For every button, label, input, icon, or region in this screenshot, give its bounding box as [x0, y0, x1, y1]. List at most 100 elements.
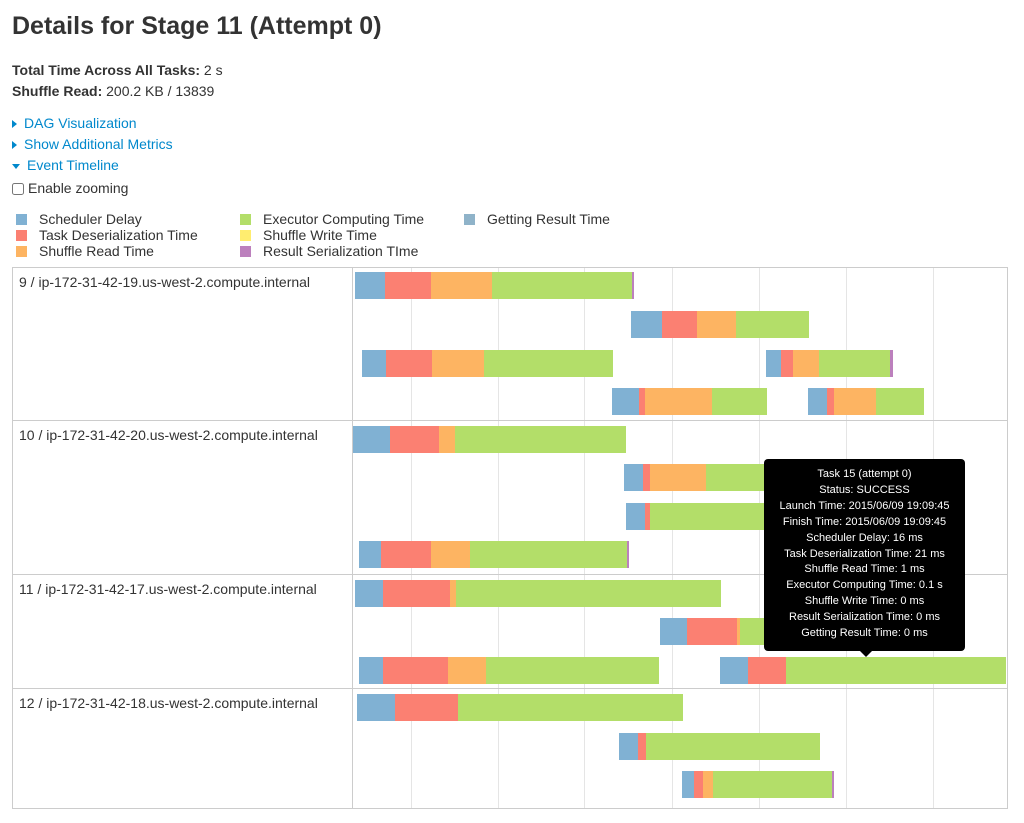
scheduler-delay-segment[interactable] — [626, 503, 645, 530]
dag-visualization-link[interactable]: DAG Visualization — [12, 115, 137, 131]
executor-computing-segment[interactable] — [706, 464, 765, 491]
executor-computing-segment[interactable] — [736, 311, 809, 338]
enable-zooming[interactable]: Enable zooming — [12, 180, 128, 196]
executor-computing-segment[interactable] — [492, 272, 632, 299]
task-deserialization-segment[interactable] — [638, 733, 646, 760]
result-serialization-segment[interactable] — [632, 272, 634, 299]
legend-item: Shuffle Read Time — [16, 243, 154, 259]
scheduler-delay-segment[interactable] — [359, 657, 383, 684]
scheduler-delay-segment[interactable] — [720, 657, 748, 684]
tooltip-line: Shuffle Read Time: 1 ms — [804, 563, 925, 576]
shuffle-read-segment[interactable] — [703, 771, 713, 798]
shuffle-read-segment[interactable] — [737, 618, 740, 645]
result-serialization-segment[interactable] — [627, 541, 629, 568]
event-timeline-link[interactable]: Event Timeline — [12, 157, 119, 173]
task-deserialization-segment[interactable] — [662, 311, 697, 338]
enable-zooming-checkbox[interactable] — [12, 183, 24, 195]
shuffle-read-segment[interactable] — [431, 272, 492, 299]
executor-computing-segment[interactable] — [470, 541, 627, 568]
shuffle-read-segment[interactable] — [432, 350, 484, 377]
executor-computing-segment[interactable] — [458, 694, 683, 721]
event-timeline[interactable]: 9 / ip-172-31-42-19.us-west-2.compute.in… — [12, 267, 1008, 809]
scheduler-delay-segment[interactable] — [353, 426, 390, 453]
executor-computing-segment[interactable] — [712, 388, 767, 415]
shuffle-read-segment[interactable] — [650, 464, 706, 491]
task-deserialization-segment[interactable] — [643, 464, 650, 491]
executor-row: 12 / ip-172-31-42-18.us-west-2.compute.i… — [13, 689, 1007, 808]
executor-computing-segment[interactable] — [455, 426, 626, 453]
scheduler-delay-segment[interactable] — [808, 388, 827, 415]
legend-label: Scheduler Delay — [39, 211, 142, 227]
executor-label: 9 / ip-172-31-42-19.us-west-2.compute.in… — [19, 274, 311, 290]
task-deserialization-segment[interactable] — [639, 388, 645, 415]
scheduler-delay-segment[interactable] — [682, 771, 694, 798]
tooltip-line: Executor Computing Time: 0.1 s — [786, 579, 943, 592]
shuffle-read-segment[interactable] — [450, 580, 456, 607]
task-deserialization-segment[interactable] — [781, 350, 793, 377]
result-serialization-segment[interactable] — [832, 771, 834, 798]
grid-line — [759, 268, 760, 808]
scheduler-delay-segment[interactable] — [631, 311, 662, 338]
scheduler-delay-segment[interactable] — [359, 541, 381, 568]
task-deserialization-segment[interactable] — [390, 426, 439, 453]
tooltip-line: Getting Result Time: 0 ms — [801, 627, 928, 640]
task-deserialization-segment[interactable] — [395, 694, 458, 721]
executor-row: 11 / ip-172-31-42-17.us-west-2.compute.i… — [13, 575, 1007, 689]
scheduler-delay-segment[interactable] — [619, 733, 638, 760]
task-deserialization-segment[interactable] — [687, 618, 737, 645]
legend-item: Shuffle Write Time — [240, 227, 377, 243]
executor-computing-segment[interactable] — [456, 580, 721, 607]
caret-right-icon — [12, 141, 17, 150]
executor-computing-segment[interactable] — [786, 657, 1006, 684]
legend-swatch — [16, 230, 27, 241]
scheduler-delay-segment[interactable] — [355, 580, 383, 607]
legend-item: Task Deserialization Time — [16, 227, 198, 243]
scheduler-delay-segment[interactable] — [355, 272, 385, 299]
shuffle-read-segment[interactable] — [439, 426, 455, 453]
executor-computing-segment[interactable] — [646, 733, 820, 760]
total-time-label: Total Time Across All Tasks: — [12, 62, 201, 78]
executor-computing-segment[interactable] — [713, 771, 832, 798]
shuffle-read-segment[interactable] — [793, 350, 819, 377]
scheduler-delay-segment[interactable] — [612, 388, 639, 415]
tooltip-line: Launch Time: 2015/06/09 19:09:45 — [779, 499, 950, 512]
executor-computing-segment[interactable] — [740, 618, 765, 645]
grid-line — [411, 268, 412, 808]
task-deserialization-segment[interactable] — [645, 503, 650, 530]
task-deserialization-segment[interactable] — [386, 350, 432, 377]
task-deserialization-segment[interactable] — [748, 657, 786, 684]
result-serialization-segment[interactable] — [890, 350, 893, 377]
task-deserialization-segment[interactable] — [383, 580, 450, 607]
show-additional-metrics-link[interactable]: Show Additional Metrics — [12, 136, 173, 152]
legend-swatch — [464, 214, 475, 225]
task-deserialization-segment[interactable] — [381, 541, 431, 568]
grid-line — [672, 268, 673, 808]
executor-computing-segment[interactable] — [484, 350, 613, 377]
shuffle-read-segment[interactable] — [697, 311, 736, 338]
executor-computing-segment[interactable] — [650, 503, 765, 530]
task-tooltip: Task 15 (attempt 0) Status: SUCCESS Launch… — [764, 459, 965, 657]
scheduler-delay-segment[interactable] — [660, 618, 687, 645]
executor-computing-segment[interactable] — [876, 388, 924, 415]
task-deserialization-segment[interactable] — [827, 388, 834, 415]
task-deserialization-segment[interactable] — [383, 657, 448, 684]
scheduler-delay-segment[interactable] — [357, 694, 395, 721]
total-time-value: 2 s — [203, 62, 223, 78]
scheduler-delay-segment[interactable] — [624, 464, 643, 491]
task-deserialization-segment[interactable] — [385, 272, 431, 299]
task-deserialization-segment[interactable] — [694, 771, 703, 798]
scheduler-delay-segment[interactable] — [362, 350, 386, 377]
shuffle-read-segment[interactable] — [431, 541, 470, 568]
legend-label: Shuffle Write Time — [263, 227, 377, 243]
executor-label: 12 / ip-172-31-42-18.us-west-2.compute.i… — [19, 695, 318, 711]
legend-swatch — [240, 214, 251, 225]
grid-line — [498, 268, 499, 808]
shuffle-read-segment[interactable] — [448, 657, 486, 684]
shuffle-read-segment[interactable] — [645, 388, 712, 415]
scheduler-delay-segment[interactable] — [766, 350, 781, 377]
shuffle-read-segment[interactable] — [834, 388, 876, 415]
shuffle-read: Shuffle Read: 200.2 KB / 13839 — [12, 83, 214, 99]
executor-computing-segment[interactable] — [486, 657, 659, 684]
legend-label: Getting Result Time — [487, 211, 610, 227]
executor-computing-segment[interactable] — [819, 350, 890, 377]
